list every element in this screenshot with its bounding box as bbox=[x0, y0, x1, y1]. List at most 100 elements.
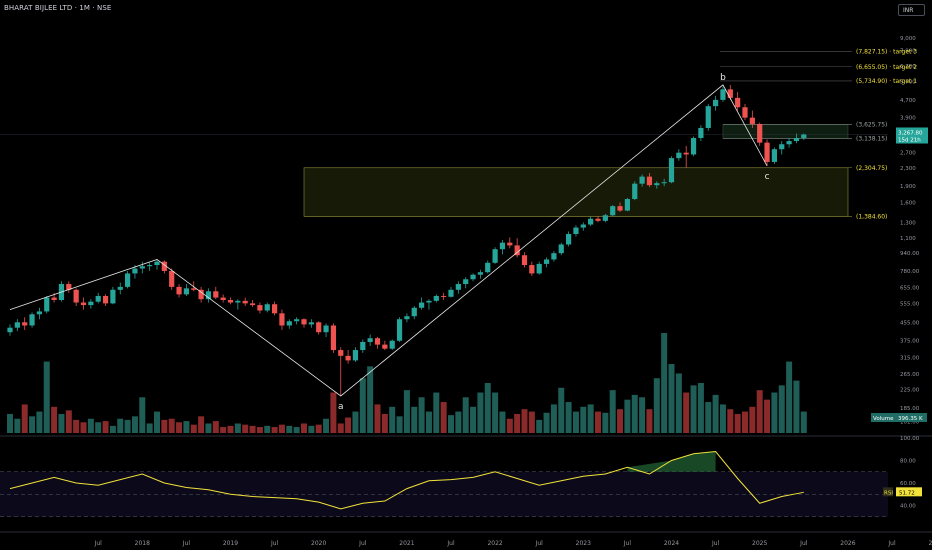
volume-bar bbox=[168, 418, 175, 433]
candle-body bbox=[426, 300, 432, 303]
volume-bar bbox=[749, 406, 756, 433]
price-axis-label: 4,700 bbox=[900, 98, 916, 104]
candle-body bbox=[786, 141, 792, 145]
volume-bar bbox=[80, 422, 87, 433]
volume-bar bbox=[800, 411, 807, 433]
volume-bar bbox=[323, 418, 330, 433]
candle-body bbox=[294, 319, 300, 322]
volume-bar bbox=[352, 411, 359, 433]
candle-body bbox=[338, 350, 344, 356]
price-axis-label: 1,100 bbox=[900, 236, 916, 242]
volume-bar bbox=[595, 411, 601, 433]
candle-body bbox=[793, 137, 800, 142]
candle-body bbox=[352, 350, 359, 361]
candle-body bbox=[448, 289, 454, 297]
candle-body bbox=[588, 218, 594, 225]
price-axis-label: 2,300 bbox=[900, 166, 916, 172]
volume-bar bbox=[455, 411, 462, 433]
candle-body bbox=[125, 273, 131, 287]
candle-body bbox=[14, 322, 20, 328]
candle-body bbox=[132, 268, 138, 274]
volume-bar bbox=[124, 419, 131, 433]
candle-body bbox=[323, 325, 329, 333]
candle-body bbox=[742, 107, 748, 118]
candle-body bbox=[463, 279, 469, 285]
candle-body bbox=[720, 89, 726, 100]
candle-body bbox=[580, 224, 586, 228]
candle-body bbox=[661, 182, 667, 184]
volume-bar bbox=[95, 422, 102, 433]
volume-bar bbox=[183, 421, 190, 433]
volume-bar bbox=[65, 410, 72, 433]
candle-body bbox=[330, 325, 336, 351]
volume-tag bbox=[871, 413, 927, 422]
volume-bar bbox=[117, 418, 124, 433]
price-axis-label: 315.00 bbox=[900, 355, 920, 361]
time-axis-label: Jul bbox=[94, 540, 103, 547]
volume-bar bbox=[727, 409, 734, 433]
volume-bar bbox=[712, 394, 719, 433]
support-zone bbox=[303, 167, 849, 217]
volume-bar bbox=[374, 404, 381, 433]
price-axis-label: 3,900 bbox=[900, 116, 916, 122]
volume-bar bbox=[742, 411, 748, 433]
volume-bar bbox=[396, 416, 403, 433]
time-axis-label: Jul bbox=[182, 540, 191, 547]
time-axis-label: 2020 bbox=[311, 540, 326, 547]
candle-body bbox=[514, 245, 520, 256]
currency-button[interactable]: INR bbox=[898, 4, 925, 16]
volume-bar bbox=[514, 413, 521, 433]
time-axis-label: Jul bbox=[270, 540, 279, 547]
volume-bar bbox=[477, 392, 484, 433]
candle-body bbox=[29, 314, 35, 326]
candle-body bbox=[58, 284, 65, 301]
volume-bar bbox=[786, 361, 793, 433]
level-label: (1,384.60) bbox=[856, 213, 887, 220]
time-axis-label: Jul bbox=[446, 540, 455, 547]
time-axis-label: Jul bbox=[711, 540, 720, 547]
price-axis-label: 555.00 bbox=[900, 301, 920, 307]
volume-bar bbox=[697, 383, 704, 433]
candle-body bbox=[308, 322, 314, 325]
price-axis-label: 1,300 bbox=[900, 220, 916, 226]
volume-bar bbox=[389, 406, 396, 433]
rsi-tag-value: 51.72 bbox=[899, 490, 915, 496]
time-axis-label: Jul bbox=[799, 540, 808, 547]
time-axis-label: 2021 bbox=[399, 540, 414, 547]
volume-bar bbox=[690, 385, 697, 433]
candle-body bbox=[154, 261, 160, 266]
candle-body bbox=[345, 355, 351, 361]
volume-bar bbox=[308, 425, 315, 433]
volume-bar bbox=[484, 383, 491, 433]
volume-bar bbox=[653, 378, 660, 433]
candle-body bbox=[499, 242, 506, 250]
symbol-title[interactable]: BHARAT BIJLEE LTD · 1M · NSE bbox=[4, 4, 112, 12]
candle-body bbox=[521, 255, 528, 266]
volume-bar bbox=[227, 425, 234, 433]
volume-bar bbox=[330, 392, 337, 433]
price-axis-label: 225.00 bbox=[900, 387, 920, 393]
volume-bar bbox=[609, 390, 616, 433]
candle-body bbox=[727, 89, 733, 98]
candle-body bbox=[235, 300, 241, 303]
volume-bar bbox=[146, 423, 153, 433]
volume-bar bbox=[102, 421, 109, 433]
candle-body bbox=[492, 249, 498, 263]
candle-body bbox=[698, 127, 704, 138]
rsi-tag bbox=[896, 487, 922, 497]
candle-body bbox=[411, 307, 417, 317]
volume-bar bbox=[440, 402, 447, 433]
candle-body bbox=[668, 158, 675, 183]
candle-body bbox=[286, 321, 292, 326]
volume-bar bbox=[14, 418, 21, 433]
candle-body bbox=[705, 106, 711, 128]
volume-bar bbox=[190, 424, 197, 433]
volume-bar bbox=[212, 421, 219, 433]
candle-body bbox=[66, 284, 72, 290]
candle-body bbox=[771, 149, 777, 162]
volume-bar bbox=[131, 416, 138, 433]
volume-bar bbox=[293, 427, 300, 433]
volume-bar bbox=[558, 387, 565, 433]
candle-body bbox=[683, 152, 689, 155]
